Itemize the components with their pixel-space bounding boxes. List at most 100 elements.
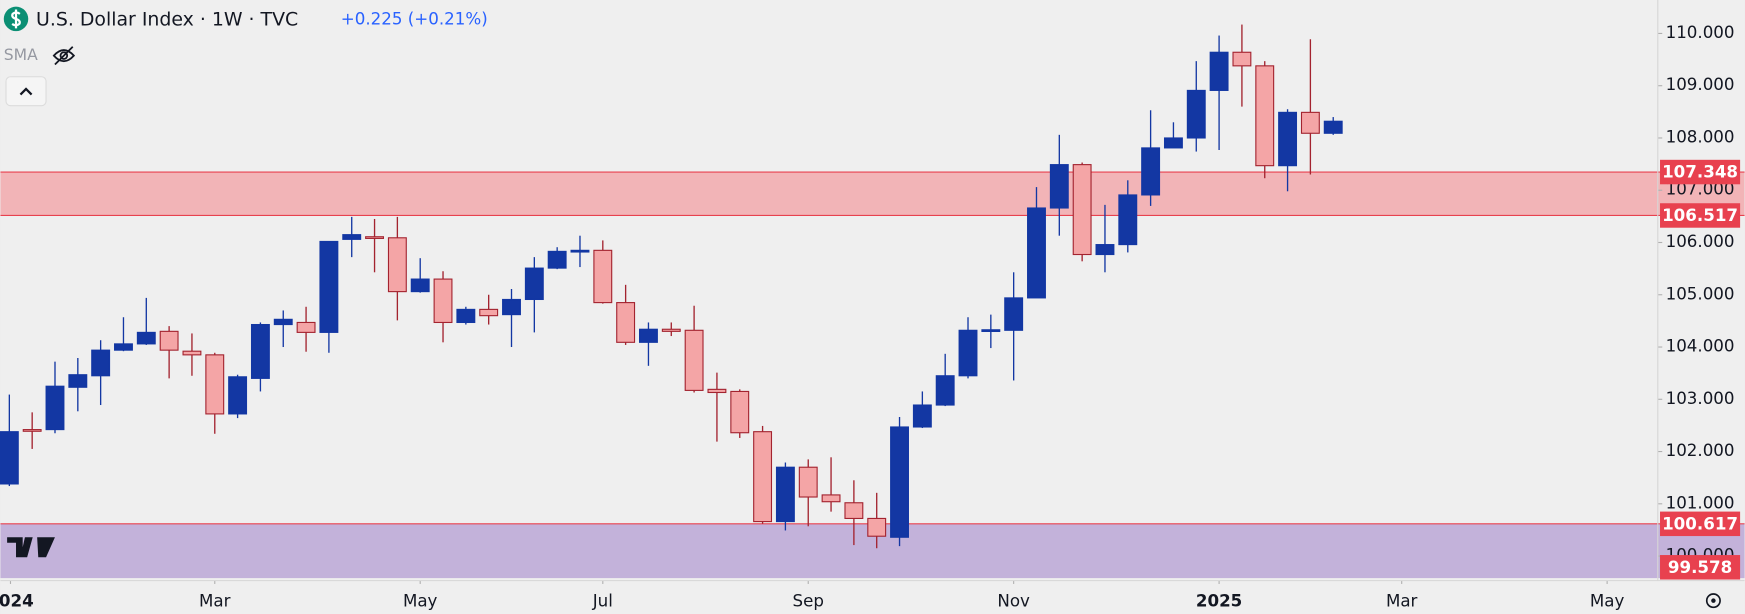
candle — [867, 492, 887, 549]
x-tick-label: Mar — [1386, 591, 1418, 610]
candle-body — [1141, 147, 1161, 196]
candle — [114, 317, 133, 352]
price-label: 100.617 — [1662, 514, 1738, 533]
collapse-button[interactable] — [5, 76, 47, 107]
candle-body — [45, 385, 65, 431]
chart-title: U.S. Dollar Index · 1W · TVC — [36, 9, 298, 31]
visibility-toggle[interactable] — [52, 46, 76, 66]
candle-body — [250, 323, 270, 379]
candle — [479, 294, 499, 325]
price-label-bg — [1660, 555, 1741, 580]
candle-body — [114, 343, 133, 351]
candle-body — [365, 236, 385, 239]
candle — [1255, 61, 1275, 179]
candle — [684, 305, 704, 393]
indicator-label[interactable]: SMA — [4, 46, 38, 64]
x-tick-label: Nov — [997, 591, 1030, 610]
x-tick-label: 2025 — [1196, 591, 1242, 610]
candle — [1232, 24, 1252, 107]
candle — [1163, 122, 1183, 149]
candle — [91, 340, 111, 406]
candle — [958, 317, 978, 379]
candle — [273, 310, 293, 348]
symbol-icon-glyph — [11, 9, 21, 29]
candle-body — [867, 517, 887, 537]
candle-body — [0, 431, 19, 485]
candle — [387, 216, 407, 321]
candle-body — [1209, 51, 1229, 91]
candle — [798, 459, 818, 527]
candle — [1186, 61, 1206, 152]
y-tick-label: 107.000 — [1666, 180, 1735, 199]
candle-body — [1118, 194, 1138, 246]
candle-body — [228, 376, 248, 415]
candle-body — [273, 318, 293, 326]
candle-body — [319, 240, 339, 333]
y-tick-label: 104.000 — [1666, 337, 1735, 356]
price-label: 99.578 — [1668, 558, 1732, 577]
candle — [1072, 162, 1092, 262]
candle — [433, 271, 453, 343]
candle — [1118, 180, 1138, 253]
candle — [707, 372, 727, 442]
candle — [981, 314, 1001, 349]
candle — [0, 394, 19, 487]
candle — [250, 322, 270, 392]
candle-body — [821, 494, 841, 503]
price-label-bg — [1660, 203, 1741, 228]
collapse-icon — [19, 87, 33, 96]
candle-body — [730, 390, 750, 434]
price-label-bg — [1660, 159, 1741, 185]
candle — [1027, 187, 1046, 299]
candle-body — [524, 267, 544, 301]
candle — [228, 374, 248, 419]
price-label: 107.348 — [1662, 163, 1738, 182]
candle — [616, 284, 636, 345]
candle-body — [798, 466, 818, 498]
settings-icon-dot — [1711, 598, 1716, 603]
candle-body — [342, 234, 362, 240]
zone — [0, 172, 1745, 216]
candle-body — [639, 328, 658, 343]
candle — [410, 258, 430, 293]
x-tick-label: Sep — [793, 591, 824, 610]
candle-body — [1049, 164, 1069, 209]
candle — [844, 480, 864, 546]
candle — [502, 289, 521, 348]
candle — [136, 297, 156, 345]
x-tick-label: Mar — [199, 591, 231, 610]
candle-body — [296, 321, 316, 333]
price-label-bg — [1660, 511, 1741, 537]
settings-button[interactable] — [1705, 593, 1721, 609]
candle-body — [1004, 297, 1024, 331]
y-tick-label: 102.000 — [1666, 441, 1735, 460]
candle-body — [1072, 164, 1092, 256]
candle — [22, 412, 42, 449]
candle-body — [1300, 111, 1320, 134]
candle-body — [684, 329, 704, 391]
candle-body — [433, 278, 453, 324]
y-tick-label: 101.000 — [1666, 493, 1735, 512]
candle — [319, 240, 339, 353]
candle — [1049, 134, 1069, 236]
candle — [524, 257, 544, 333]
candle-body — [616, 302, 636, 343]
candle — [570, 235, 590, 268]
candle-body — [1278, 111, 1298, 167]
candle — [365, 218, 385, 273]
candle-body — [570, 249, 590, 253]
candle-body — [182, 350, 202, 356]
candle — [1300, 39, 1320, 175]
candle-body — [775, 466, 795, 523]
candle-body — [547, 250, 567, 269]
candle-body — [912, 404, 932, 428]
candle — [661, 322, 681, 337]
candle — [68, 357, 88, 412]
y-tick-label: 110.000 — [1666, 23, 1735, 42]
x-tick-label: May — [403, 591, 438, 610]
candle-body — [1323, 120, 1343, 134]
candle-body — [1027, 207, 1046, 299]
candle-body — [387, 237, 407, 293]
